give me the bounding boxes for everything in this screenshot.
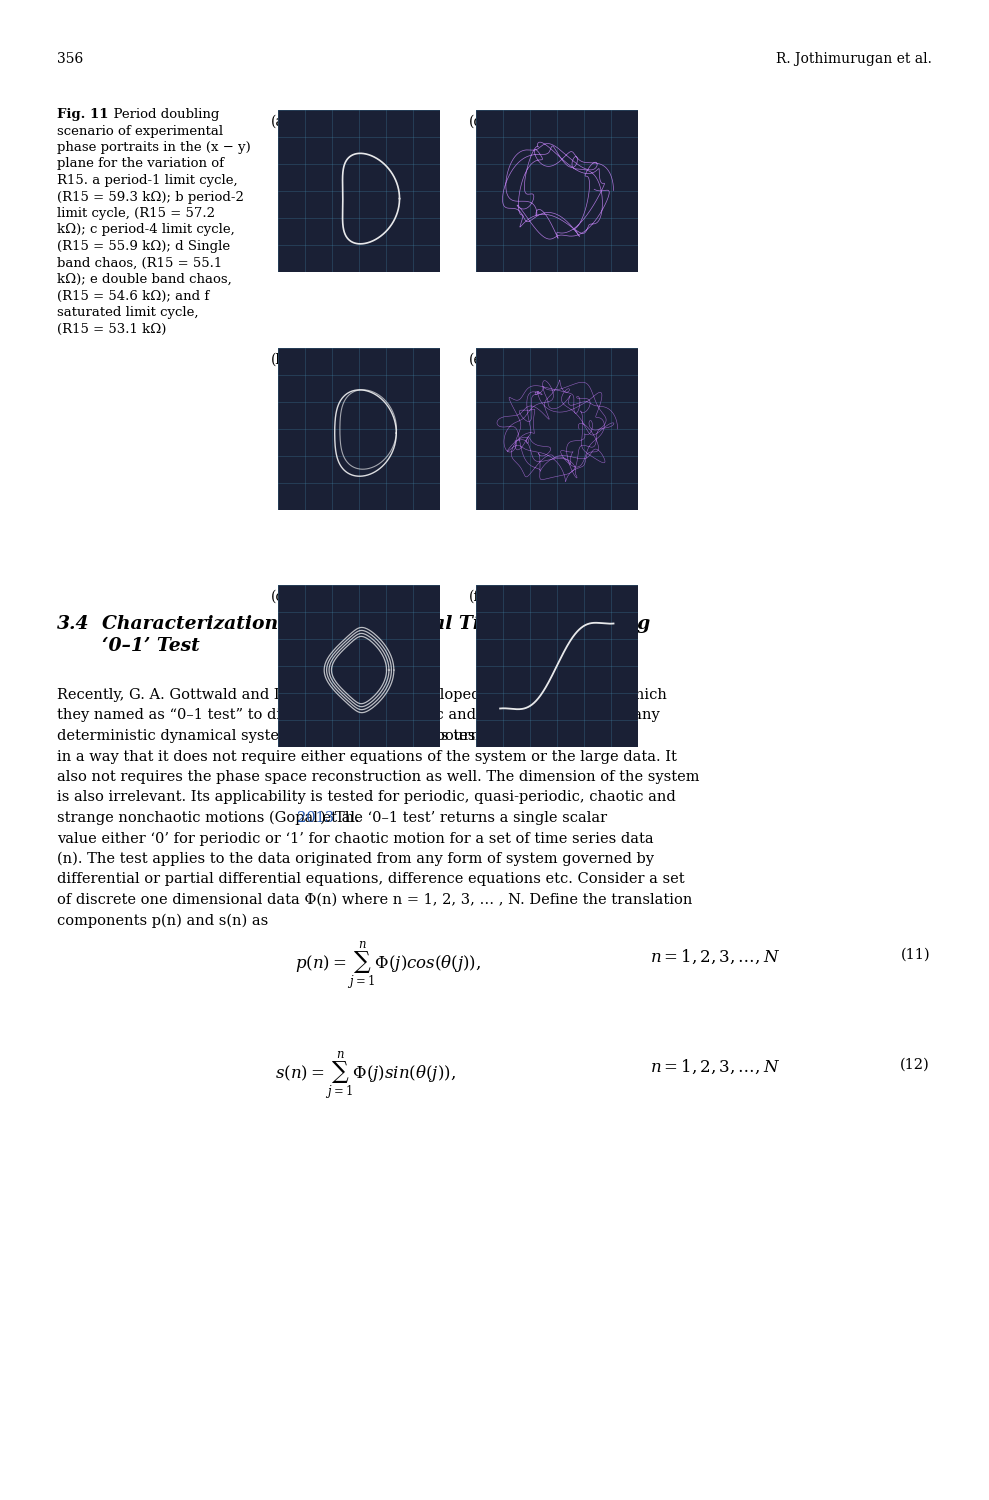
Text: (a): (a) [271, 114, 290, 129]
Text: (12): (12) [900, 1058, 930, 1072]
Text: (n). The test applies to the data originated from any form of system governed by: (n). The test applies to the data origin… [57, 852, 654, 867]
Text: scenario of experimental: scenario of experimental [57, 124, 224, 138]
Text: components p(n) and s(n) as: components p(n) and s(n) as [57, 914, 268, 928]
Text: (e): (e) [469, 352, 488, 368]
Text: in a way that it does not require either equations of the system or the large da: in a way that it does not require either… [57, 750, 676, 764]
Text: is also irrelevant. Its applicability is tested for periodic, quasi-periodic, ch: is also irrelevant. Its applicability is… [57, 790, 675, 804]
Text: 356: 356 [57, 53, 83, 66]
Text: $p(n) = \sum_{j=1}^{n} \Phi(j)cos(\theta(j)),$: $p(n) = \sum_{j=1}^{n} \Phi(j)cos(\theta… [295, 940, 482, 993]
Text: kΩ); e double band chaos,: kΩ); e double band chaos, [57, 273, 231, 286]
Text: Fig. 11: Fig. 11 [57, 108, 109, 122]
Text: plane for the variation of: plane for the variation of [57, 158, 224, 171]
Text: phase portraits in the (x − y): phase portraits in the (x − y) [57, 141, 251, 154]
Text: 2004: 2004 [379, 729, 416, 742]
Text: $n = 1, 2, 3, \ldots , N$: $n = 1, 2, 3, \ldots , N$ [650, 948, 780, 966]
Text: (R15 = 59.3 kΩ); b period-2: (R15 = 59.3 kΩ); b period-2 [57, 190, 244, 204]
Text: limit cycle, (R15 = 57.2: limit cycle, (R15 = 57.2 [57, 207, 215, 220]
Text: Characterization of Experimental Time Series Using: Characterization of Experimental Time Se… [102, 615, 650, 633]
Text: $n = 1, 2, 3, \ldots , N$: $n = 1, 2, 3, \ldots , N$ [650, 1058, 780, 1077]
Text: also not requires the phase space reconstruction as well. The dimension of the s: also not requires the phase space recons… [57, 770, 699, 784]
Text: ). This test is distinct: ). This test is distinct [403, 729, 559, 742]
Text: Recently, G. A. Gottwald and I. Melbourne has developed a new kind of test which: Recently, G. A. Gottwald and I. Melbourn… [57, 688, 667, 702]
Text: differential or partial differential equations, difference equations etc. Consid: differential or partial differential equ… [57, 873, 684, 886]
Text: R15. a period-1 limit cycle,: R15. a period-1 limit cycle, [57, 174, 237, 188]
Text: (b): (b) [271, 352, 291, 368]
Text: ). The ‘0–1 test’ returns a single scalar: ). The ‘0–1 test’ returns a single scala… [320, 812, 607, 825]
Text: kΩ); c period-4 limit cycle,: kΩ); c period-4 limit cycle, [57, 224, 234, 237]
Text: (f): (f) [469, 590, 485, 604]
Text: ‘0–1’ Test: ‘0–1’ Test [102, 638, 200, 656]
Text: value either ‘0’ for periodic or ‘1’ for chaotic motion for a set of time series: value either ‘0’ for periodic or ‘1’ for… [57, 831, 654, 846]
Text: (11): (11) [900, 948, 930, 962]
Text: Period doubling: Period doubling [105, 108, 220, 122]
Text: of discrete one dimensional data Φ(n) where n = 1, 2, 3, … , N. Define the trans: of discrete one dimensional data Φ(n) wh… [57, 892, 692, 908]
Text: saturated limit cycle,: saturated limit cycle, [57, 306, 199, 320]
Text: (c): (c) [271, 590, 290, 604]
Text: R. Jothimurugan et al.: R. Jothimurugan et al. [776, 53, 932, 66]
Text: $s(n) = \sum_{j=1}^{n} \Phi(j)sin(\theta(j)),$: $s(n) = \sum_{j=1}^{n} \Phi(j)sin(\theta… [275, 1050, 456, 1102]
Text: strange nonchaotic motions (Gopal et al.: strange nonchaotic motions (Gopal et al. [57, 812, 364, 825]
Text: they named as “0–1 test” to distinguish the periodic and chaotic dynamics of any: they named as “0–1 test” to distinguish … [57, 708, 660, 723]
Text: (R15 = 53.1 kΩ): (R15 = 53.1 kΩ) [57, 322, 166, 336]
Text: band chaos, (R15 = 55.1: band chaos, (R15 = 55.1 [57, 256, 223, 270]
Text: (R15 = 55.9 kΩ); d Single: (R15 = 55.9 kΩ); d Single [57, 240, 230, 254]
Text: (R15 = 54.6 kΩ); and f: (R15 = 54.6 kΩ); and f [57, 290, 210, 303]
Text: (d): (d) [469, 114, 489, 129]
Text: 3.4: 3.4 [57, 615, 89, 633]
Text: deterministic dynamical system (Gottwald and Melbourne: deterministic dynamical system (Gottwald… [57, 729, 493, 744]
Text: 2013: 2013 [297, 812, 334, 825]
